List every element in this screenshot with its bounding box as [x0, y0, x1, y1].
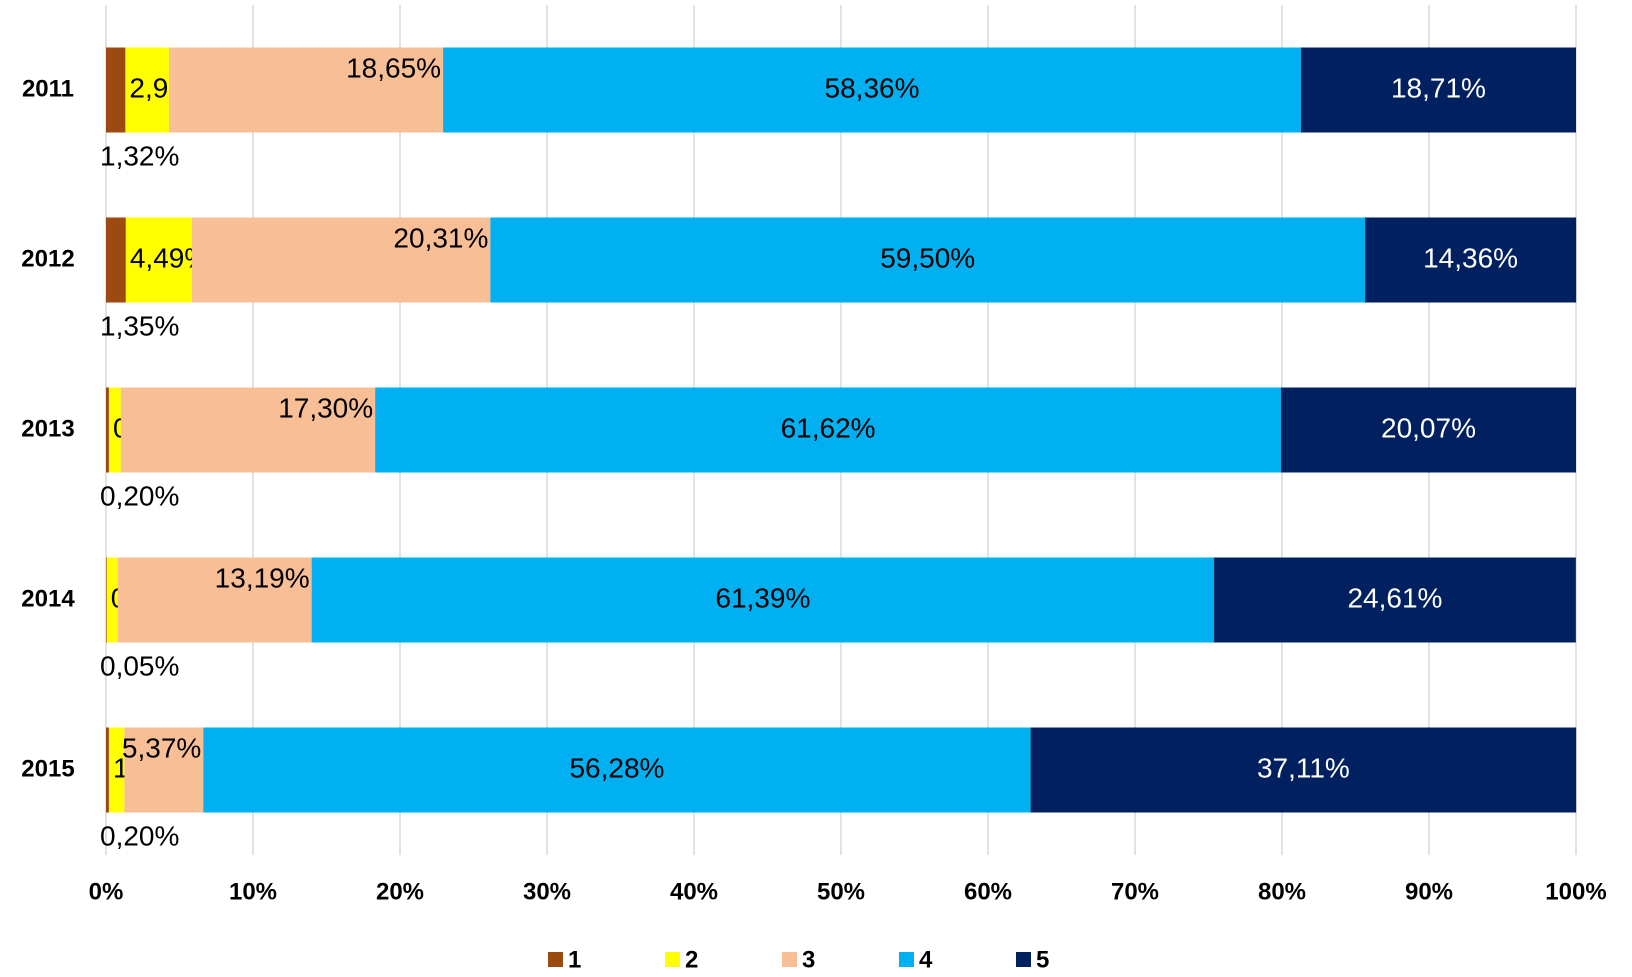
bar-segment [1300, 47, 1576, 133]
bar-segment [106, 557, 118, 643]
value-label: 0,20% [100, 480, 179, 511]
bar-segment [124, 727, 204, 813]
legend-label: 5 [1036, 946, 1049, 973]
y-tick-label: 2013 [21, 415, 74, 442]
x-tick-label: 30% [523, 878, 571, 905]
legend-label: 1 [568, 946, 581, 973]
bar-segment [106, 47, 126, 133]
bar-segment [1280, 387, 1576, 473]
legend-label: 4 [919, 946, 933, 973]
bar-segment [375, 387, 1281, 473]
value-label: 61,39% [715, 582, 810, 613]
bar-segment [203, 727, 1031, 813]
legend-swatch [899, 952, 914, 967]
x-tick-label: 80% [1258, 878, 1306, 905]
bar-segment [108, 727, 125, 813]
bar-segment [125, 217, 192, 303]
bar-segment [106, 387, 109, 473]
x-tick-label: 10% [229, 878, 277, 905]
x-tick-label: 100% [1545, 878, 1606, 905]
x-tick-label: 90% [1405, 878, 1453, 905]
value-label: 61,62% [781, 412, 876, 443]
bar-segment [1365, 217, 1577, 303]
bar-segment [108, 387, 121, 473]
x-tick-label: 50% [817, 878, 865, 905]
legend-swatch [1016, 952, 1031, 967]
value-label: 1,35% [100, 310, 179, 341]
bar-segment [191, 217, 491, 303]
value-label: 24,61% [1347, 582, 1442, 613]
bar-segment [120, 387, 376, 473]
legend-swatch [665, 952, 680, 967]
bar-segment [106, 727, 109, 813]
bar-segment [311, 557, 1215, 643]
y-tick-label: 2012 [21, 245, 74, 272]
value-label: 20,31% [393, 222, 488, 253]
legend-swatch [782, 952, 797, 967]
value-label: 0,20% [100, 820, 179, 851]
y-tick-label: 2011 [22, 75, 74, 102]
value-label: 17,30% [278, 392, 373, 423]
bar-segment [117, 557, 312, 643]
value-label: 18,71% [1391, 72, 1486, 103]
y-tick-label: 2014 [21, 585, 75, 612]
y-tick-label: 2015 [21, 755, 74, 782]
x-tick-label: 0% [89, 878, 124, 905]
value-label: 0,05% [100, 650, 179, 681]
value-label: 18,65% [346, 52, 441, 83]
bar-segment [1030, 727, 1577, 813]
bar-segment [1214, 557, 1576, 643]
x-tick-label: 70% [1111, 878, 1159, 905]
x-tick-label: 40% [670, 878, 718, 905]
x-tick-label: 60% [964, 878, 1012, 905]
bar-segment [490, 217, 1366, 303]
value-label: 56,28% [569, 752, 664, 783]
bar-segment [106, 557, 107, 643]
value-label: 5,37% [122, 732, 201, 763]
bar-segment [443, 47, 1301, 133]
legend-swatch [548, 952, 563, 967]
bar-segment [168, 47, 444, 133]
x-tick-label: 20% [376, 878, 424, 905]
bar-segment [106, 217, 126, 303]
value-label: 14,36% [1423, 242, 1518, 273]
value-label: 20,07% [1381, 412, 1476, 443]
value-label: 37,11% [1257, 752, 1350, 783]
bar-segment [125, 47, 169, 133]
legend-label: 3 [802, 946, 815, 973]
value-label: 59,50% [880, 242, 975, 273]
value-label: 13,19% [215, 562, 310, 593]
value-label: 1,32% [100, 140, 179, 171]
value-label: 58,36% [825, 72, 920, 103]
legend-label: 2 [685, 946, 698, 973]
